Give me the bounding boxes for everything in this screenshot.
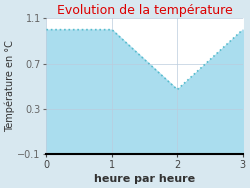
Y-axis label: Température en °C: Température en °C	[4, 40, 15, 132]
Title: Evolution de la température: Evolution de la température	[57, 4, 233, 17]
X-axis label: heure par heure: heure par heure	[94, 174, 195, 184]
